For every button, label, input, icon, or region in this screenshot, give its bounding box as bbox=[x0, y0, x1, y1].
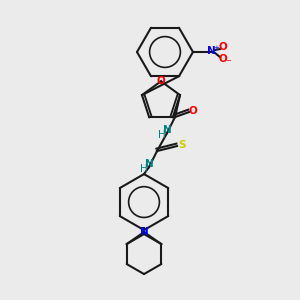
Text: O: O bbox=[157, 76, 165, 86]
Text: S: S bbox=[178, 140, 186, 150]
Text: N: N bbox=[163, 125, 171, 135]
Text: H: H bbox=[140, 164, 148, 174]
Text: O: O bbox=[189, 106, 197, 116]
Text: +: + bbox=[213, 45, 219, 51]
Text: N: N bbox=[140, 227, 148, 237]
Text: N: N bbox=[207, 46, 215, 56]
Text: −: − bbox=[225, 58, 231, 64]
Text: O: O bbox=[219, 42, 227, 52]
Text: O: O bbox=[219, 54, 227, 64]
Text: H: H bbox=[158, 130, 166, 140]
Text: N: N bbox=[145, 159, 153, 169]
